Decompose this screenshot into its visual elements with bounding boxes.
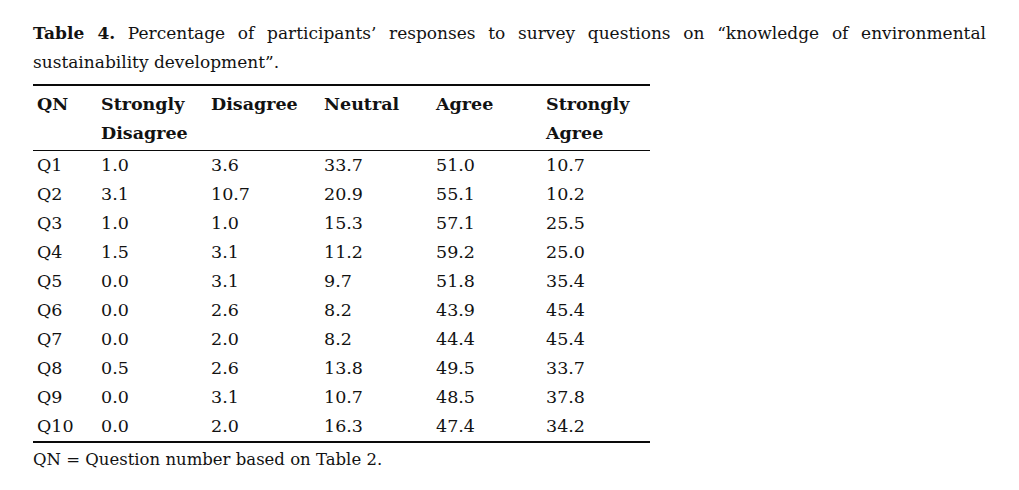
cell-qn: Q3 — [33, 209, 101, 238]
cell-disagree: 3.1 — [211, 238, 324, 267]
cell-agree: 47.4 — [436, 412, 546, 442]
column-header-qn: QN — [33, 85, 101, 151]
table-row: Q9 0.0 3.1 10.7 48.5 37.8 — [33, 383, 650, 412]
table-header: QN Strongly Disagree Disagree Neutral Ag… — [33, 85, 650, 151]
cell-disagree: 3.6 — [211, 151, 324, 181]
table-row: Q3 1.0 1.0 15.3 57.1 25.5 — [33, 209, 650, 238]
cell-agree: 43.9 — [436, 296, 546, 325]
cell-qn: Q7 — [33, 325, 101, 354]
cell-strongly-disagree: 0.0 — [101, 267, 211, 296]
cell-strongly-disagree: 0.0 — [101, 412, 211, 442]
cell-strongly-disagree: 1.5 — [101, 238, 211, 267]
cell-strongly-disagree: 1.0 — [101, 151, 211, 181]
cell-strongly-agree: 37.8 — [546, 383, 650, 412]
cell-strongly-agree: 45.4 — [546, 325, 650, 354]
column-header-strongly-disagree: Strongly Disagree — [101, 85, 211, 151]
cell-neutral: 20.9 — [324, 180, 436, 209]
cell-disagree: 1.0 — [211, 209, 324, 238]
cell-strongly-agree: 25.5 — [546, 209, 650, 238]
cell-neutral: 8.2 — [324, 325, 436, 354]
caption-text-line-2: sustainability development”. — [33, 48, 986, 77]
cell-disagree: 2.0 — [211, 412, 324, 442]
table-footnote: QN = Question number based on Table 2. — [33, 449, 382, 471]
cell-neutral: 9.7 — [324, 267, 436, 296]
table-row: Q8 0.5 2.6 13.8 49.5 33.7 — [33, 354, 650, 383]
column-header-strongly-agree: Strongly Agree — [546, 85, 650, 151]
cell-disagree: 10.7 — [211, 180, 324, 209]
cell-neutral: 33.7 — [324, 151, 436, 181]
cell-strongly-disagree: 0.0 — [101, 325, 211, 354]
cell-neutral: 8.2 — [324, 296, 436, 325]
cell-qn: Q9 — [33, 383, 101, 412]
cell-strongly-agree: 10.2 — [546, 180, 650, 209]
table-row: Q10 0.0 2.0 16.3 47.4 34.2 — [33, 412, 650, 442]
caption-table-label: Table 4. — [33, 23, 115, 43]
paper-page: Table 4. Percentage of participants’ res… — [0, 0, 1019, 490]
table-header-row: QN Strongly Disagree Disagree Neutral Ag… — [33, 85, 650, 151]
survey-results-table: QN Strongly Disagree Disagree Neutral Ag… — [33, 84, 650, 443]
caption-line-1: Table 4. Percentage of participants’ res… — [33, 19, 986, 48]
cell-strongly-agree: 33.7 — [546, 354, 650, 383]
cell-agree: 51.8 — [436, 267, 546, 296]
cell-qn: Q4 — [33, 238, 101, 267]
cell-strongly-disagree: 0.0 — [101, 383, 211, 412]
cell-disagree: 3.1 — [211, 267, 324, 296]
cell-neutral: 13.8 — [324, 354, 436, 383]
column-header-disagree: Disagree — [211, 85, 324, 151]
cell-disagree: 2.6 — [211, 296, 324, 325]
cell-qn: Q10 — [33, 412, 101, 442]
cell-agree: 44.4 — [436, 325, 546, 354]
cell-qn: Q8 — [33, 354, 101, 383]
table-caption: Table 4. Percentage of participants’ res… — [33, 19, 986, 77]
cell-neutral: 16.3 — [324, 412, 436, 442]
column-header-agree: Agree — [436, 85, 546, 151]
table-row: Q7 0.0 2.0 8.2 44.4 45.4 — [33, 325, 650, 354]
cell-strongly-disagree: 0.0 — [101, 296, 211, 325]
cell-strongly-agree: 35.4 — [546, 267, 650, 296]
cell-neutral: 15.3 — [324, 209, 436, 238]
cell-disagree: 3.1 — [211, 383, 324, 412]
cell-neutral: 11.2 — [324, 238, 436, 267]
cell-agree: 49.5 — [436, 354, 546, 383]
cell-disagree: 2.6 — [211, 354, 324, 383]
cell-qn: Q5 — [33, 267, 101, 296]
cell-agree: 55.1 — [436, 180, 546, 209]
cell-agree: 57.1 — [436, 209, 546, 238]
cell-strongly-disagree: 3.1 — [101, 180, 211, 209]
cell-agree: 51.0 — [436, 151, 546, 181]
cell-strongly-agree: 25.0 — [546, 238, 650, 267]
cell-strongly-disagree: 0.5 — [101, 354, 211, 383]
caption-text-line-1: Percentage of participants’ responses to… — [128, 23, 986, 43]
table-row: Q2 3.1 10.7 20.9 55.1 10.2 — [33, 180, 650, 209]
cell-strongly-agree: 10.7 — [546, 151, 650, 181]
cell-agree: 48.5 — [436, 383, 546, 412]
cell-qn: Q2 — [33, 180, 101, 209]
table-row: Q4 1.5 3.1 11.2 59.2 25.0 — [33, 238, 650, 267]
cell-strongly-agree: 34.2 — [546, 412, 650, 442]
cell-qn: Q1 — [33, 151, 101, 181]
cell-strongly-agree: 45.4 — [546, 296, 650, 325]
cell-neutral: 10.7 — [324, 383, 436, 412]
cell-disagree: 2.0 — [211, 325, 324, 354]
table-row: Q1 1.0 3.6 33.7 51.0 10.7 — [33, 151, 650, 181]
table-row: Q5 0.0 3.1 9.7 51.8 35.4 — [33, 267, 650, 296]
column-header-neutral: Neutral — [324, 85, 436, 151]
cell-strongly-disagree: 1.0 — [101, 209, 211, 238]
cell-qn: Q6 — [33, 296, 101, 325]
cell-agree: 59.2 — [436, 238, 546, 267]
table-body: Q1 1.0 3.6 33.7 51.0 10.7 Q2 3.1 10.7 20… — [33, 151, 650, 443]
table-row: Q6 0.0 2.6 8.2 43.9 45.4 — [33, 296, 650, 325]
